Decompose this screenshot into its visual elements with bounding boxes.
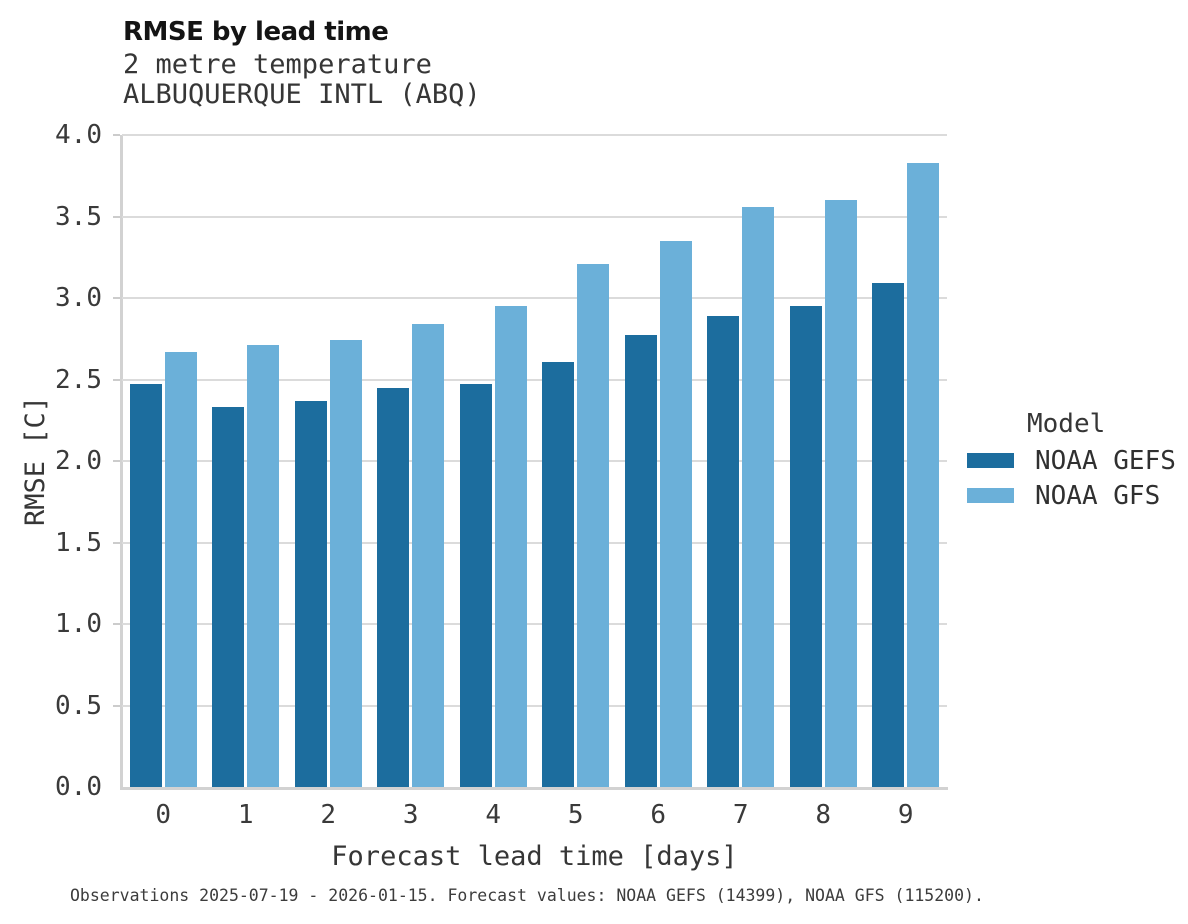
x-tick-label-0: 0 (155, 800, 172, 830)
y-axis-spine (120, 135, 123, 790)
legend-label-noaa-gefs: NOAA GEFS (1035, 445, 1176, 476)
bar-noaa-gefs-day7 (707, 315, 740, 787)
bar-noaa-gfs-day9 (907, 162, 940, 787)
bar-noaa-gefs-day8 (789, 306, 822, 787)
bar-noaa-gfs-day4 (494, 306, 527, 787)
bar-noaa-gefs-day6 (624, 335, 657, 787)
bar-noaa-gefs-day2 (294, 400, 327, 787)
y-tick-mark-3.0 (113, 297, 120, 299)
bar-noaa-gefs-day4 (459, 384, 492, 787)
y-tick-mark-2.0 (113, 460, 120, 462)
bar-noaa-gfs-day3 (412, 324, 445, 787)
y-tick-mark-1.0 (113, 623, 120, 625)
chart-title: RMSE by lead time (123, 17, 389, 47)
x-tick-label-2: 2 (320, 800, 337, 830)
chart-subtitle-variable: 2 metre temperature (123, 49, 432, 80)
chart-subtitle-station: ALBUQUERQUE INTL (ABQ) (123, 79, 481, 110)
y-tick-label-3.0: 3.0 (55, 283, 102, 313)
y-tick-mark-1.5 (113, 541, 120, 544)
legend-swatch-noaa-gfs (967, 488, 1014, 503)
bar-noaa-gefs-day9 (872, 283, 905, 787)
x-tick-label-8: 8 (815, 800, 832, 830)
y-tick-mark-2.5 (113, 378, 120, 381)
bar-noaa-gfs-day5 (577, 263, 610, 787)
x-tick-label-7: 7 (732, 800, 749, 830)
legend-title: Model (1027, 409, 1106, 439)
gridline-0.5 (122, 704, 947, 707)
legend-entries: NOAA GEFS NOAA GFS (967, 443, 1176, 513)
bar-noaa-gefs-day5 (542, 361, 575, 787)
y-tick-label-0.0: 0.0 (55, 772, 102, 802)
x-tick-label-5: 5 (567, 800, 584, 830)
x-tick-label-6: 6 (650, 800, 667, 830)
legend-label-noaa-gfs: NOAA GFS (1035, 480, 1161, 511)
y-tick-label-3.5: 3.5 (55, 201, 102, 232)
bar-noaa-gfs-day7 (742, 206, 775, 787)
bar-noaa-gfs-day1 (247, 345, 280, 787)
x-tick-label-4: 4 (485, 800, 502, 830)
y-axis-tick-labels: 0.0 0.5 1.0 1.5 2.0 2.5 3.0 3.5 4.0 (28, 120, 102, 802)
y-tick-label-4.0: 4.0 (55, 120, 102, 150)
gridline-2.5 (122, 378, 947, 381)
bar-noaa-gfs-day0 (164, 351, 197, 787)
x-tick-label-1: 1 (237, 800, 254, 830)
footer-note: Observations 2025-07-19 - 2026-01-15. Fo… (70, 886, 984, 905)
bar-noaa-gfs-day8 (824, 200, 857, 787)
y-tick-label-0.5: 0.5 (55, 690, 102, 721)
bar-noaa-gefs-day3 (377, 387, 410, 787)
y-tick-label-1.5: 1.5 (55, 527, 102, 558)
gridline-3.5 (122, 215, 947, 218)
gridline-2.0 (122, 460, 947, 462)
y-tick-label-2.5: 2.5 (55, 364, 102, 395)
gridline-4.0 (122, 134, 947, 136)
bar-noaa-gfs-day6 (659, 240, 692, 787)
gridline-1.0 (122, 623, 947, 625)
gridline-3.0 (122, 297, 947, 299)
plot-area: 0 1 2 3 4 5 6 7 8 9 (113, 134, 948, 830)
legend-row-noaa-gfs: NOAA GFS (967, 478, 1176, 513)
legend-swatch-noaa-gefs (967, 453, 1014, 468)
legend-row-noaa-gefs: NOAA GEFS (967, 443, 1176, 478)
bar-noaa-gefs-day1 (212, 407, 245, 787)
x-axis-spine (120, 787, 948, 790)
y-tick-label-2.0: 2.0 (55, 446, 102, 476)
bar-noaa-gfs-day2 (329, 340, 362, 787)
y-tick-label-1.0: 1.0 (55, 609, 102, 639)
y-tick-mark-4.0 (113, 134, 120, 136)
y-tick-mark-0.5 (113, 704, 120, 707)
x-tick-label-3: 3 (402, 800, 419, 830)
x-axis-title: Forecast lead time [days] (331, 841, 738, 872)
x-tick-label-9: 9 (897, 800, 914, 830)
y-tick-mark-3.5 (113, 215, 120, 218)
gridline-1.5 (122, 541, 947, 544)
bar-noaa-gefs-day0 (129, 384, 162, 787)
